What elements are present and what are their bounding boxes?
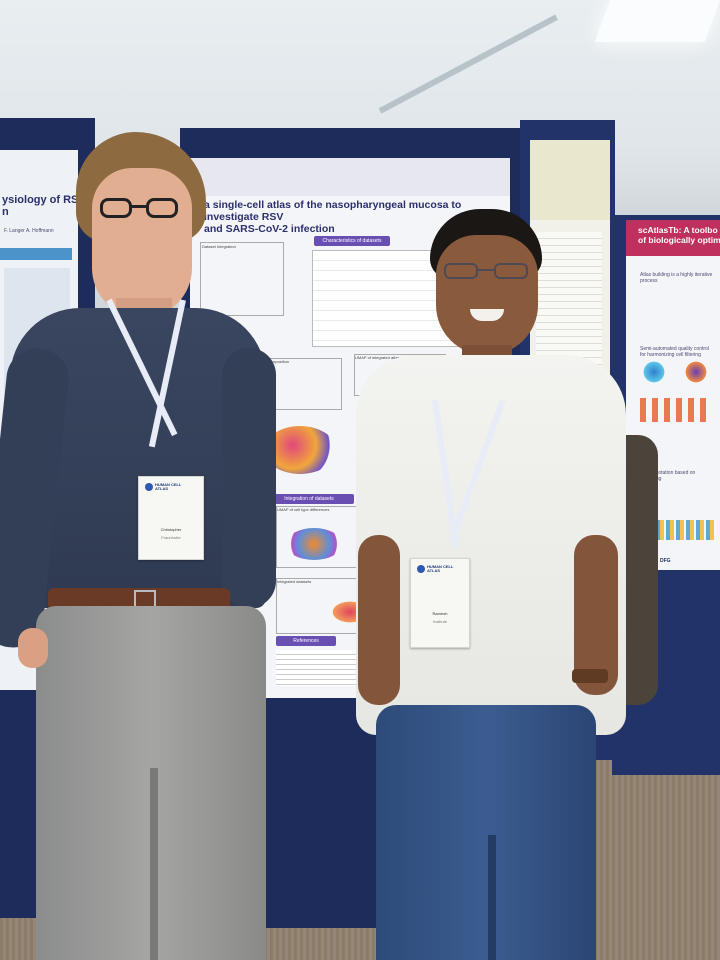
wristwatch [572, 669, 608, 683]
badge-left-detail: Fraunhofer [161, 535, 181, 540]
poster-right-1-header [530, 140, 610, 220]
person-right-face [436, 235, 538, 355]
person-left-trouser-gap [150, 768, 158, 960]
violin-plot-1 [642, 360, 666, 384]
person-right-arm-right [574, 535, 618, 695]
poster-right-2-bullet-1: Atlas building is a highly iterative pro… [640, 272, 713, 284]
poster-left-title: ysiology of RSV n [2, 194, 78, 219]
poster-right-2-title: scAtlasTb: A toolbo of biologically opti… [638, 225, 720, 245]
badge-right-name: Ramesh [432, 611, 448, 616]
poster-center-section-3: References [276, 636, 336, 646]
person-right-arm-left [358, 535, 400, 705]
badge-right-logo-icon [417, 565, 425, 573]
person-right-jeans-gap [488, 835, 496, 960]
badge-right-detail: Institute [432, 619, 447, 624]
person-left-hand [18, 628, 48, 668]
poster-right-2-bars [656, 520, 716, 540]
person-right-smile [470, 309, 504, 321]
poster-center-section-1: Characteristics of datasets [314, 236, 390, 246]
badge-left-logo: HUMAN CELL ATLAS [155, 482, 182, 491]
person-left-belt [48, 588, 230, 610]
poster-left-bar [0, 248, 72, 260]
poster-center-header-strip [190, 158, 510, 196]
violin-row [640, 398, 712, 422]
umap-cluster-3 [286, 528, 342, 560]
poster-left-authors: F. Langer A. Hoffmann [4, 228, 54, 234]
poster-right-2: scAtlasTb: A toolbo of biologically opti… [626, 220, 720, 570]
badge-left-name: Christopher [160, 527, 182, 532]
violin-plot-2 [684, 360, 708, 384]
ceiling-light [594, 0, 720, 42]
person-left-glasses [100, 198, 180, 220]
person-right-glasses [444, 263, 530, 281]
person-right [352, 205, 662, 960]
umap-cluster-2 [264, 426, 336, 474]
person-left-face [92, 168, 192, 318]
badge-left: HUMAN CELL ATLAS Christopher Fraunhofer [138, 476, 204, 560]
person-right-jeans [376, 705, 596, 960]
poster-right-2-bullet-2: Semi-automated quality control for harmo… [640, 346, 709, 358]
poster-center-box-1: Dataset Integration [200, 242, 284, 316]
poster-right-2-header [626, 220, 720, 256]
badge-left-logo-icon [145, 483, 153, 491]
poster-center-title: a single-cell atlas of the nasopharyngea… [204, 199, 462, 235]
ceiling-beam [378, 14, 558, 114]
poster-right-2-footer-logo: DFG [660, 558, 671, 564]
badge-right-logo: HUMAN CELL ATLAS [427, 564, 454, 573]
person-left-arm-right [222, 348, 276, 608]
badge-right: HUMAN CELL ATLAS Ramesh Institute [410, 558, 470, 648]
poster-right-1-body [536, 232, 602, 372]
poster-center-section-2: Integration of datasets [264, 494, 354, 504]
poster-right-1 [530, 140, 610, 380]
